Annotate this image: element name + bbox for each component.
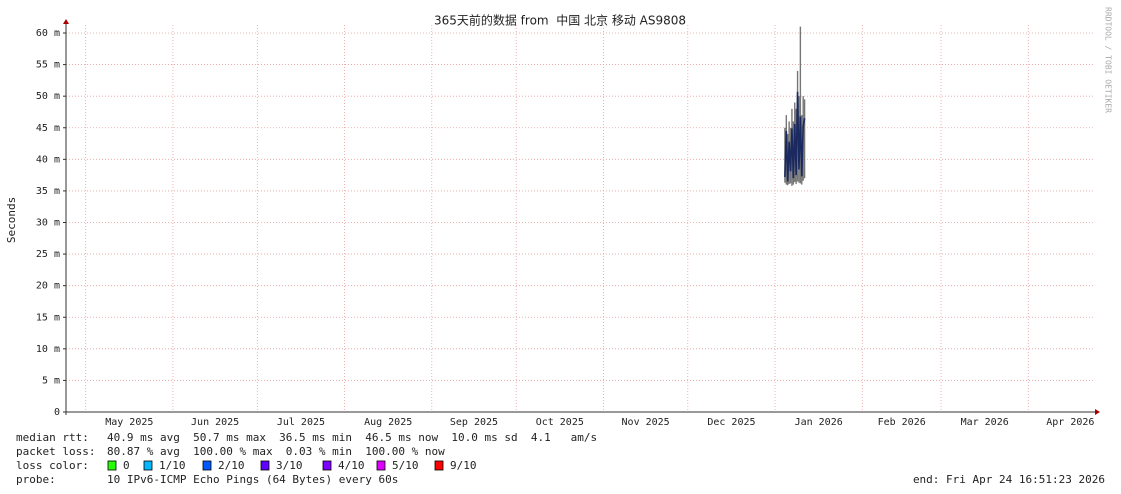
- x-tick-label: Mar 2026: [961, 417, 1009, 428]
- legend-entry: 0: [123, 459, 130, 472]
- legend-label: loss color:: [16, 459, 89, 472]
- legend-text: 10 IPv6-ICMP Echo Pings (64 Bytes) every…: [107, 473, 398, 486]
- y-tick-label: 30 m: [36, 218, 60, 229]
- legend-entry: 9/10: [450, 459, 477, 472]
- x-tick-label: Jan 2026: [795, 417, 843, 428]
- x-tick-label: Dec 2025: [707, 417, 755, 428]
- chart-title: 365天前的数据 from 中国 北京 移动 AS9808: [434, 13, 686, 28]
- legend-text: 80.87 % avg 100.00 % max 0.03 % min 100.…: [107, 445, 445, 458]
- x-tick-label: Nov 2025: [622, 417, 670, 428]
- legend-entry: 1/10: [159, 459, 186, 472]
- legend-swatch: [260, 460, 270, 471]
- legend-swatch: [322, 460, 332, 471]
- x-tick-label: Feb 2026: [878, 417, 926, 428]
- axis-arrow: [63, 19, 69, 24]
- y-tick-label: 5 m: [42, 375, 60, 386]
- y-axis-label: Seconds: [5, 197, 18, 243]
- legend-label: probe:: [16, 473, 56, 486]
- legend-label: packet loss:: [16, 445, 95, 458]
- x-tick-label: Jul 2025: [277, 417, 325, 428]
- x-tick-label: Apr 2026: [1046, 417, 1094, 428]
- y-tick-label: 20 m: [36, 281, 60, 292]
- y-tick-label: 25 m: [36, 249, 60, 260]
- legend-entry: 5/10: [392, 459, 419, 472]
- y-tick-label: 35 m: [36, 186, 60, 197]
- legend-swatch: [376, 460, 386, 471]
- y-tick-label: 15 m: [36, 312, 60, 323]
- x-tick-label: Oct 2025: [536, 417, 584, 428]
- legend-entry: 2/10: [218, 459, 245, 472]
- x-tick-label: Aug 2025: [364, 417, 412, 428]
- axis-arrow: [1095, 409, 1100, 415]
- x-tick-label: Jun 2025: [191, 417, 239, 428]
- legend-text: 40.9 ms avg 50.7 ms max 36.5 ms min 46.5…: [107, 431, 597, 444]
- legend-swatch: [434, 460, 444, 471]
- median-line: [784, 91, 806, 182]
- y-tick-label: 40 m: [36, 154, 60, 165]
- x-tick-label: May 2025: [105, 417, 153, 428]
- y-tick-label: 50 m: [36, 91, 60, 102]
- y-tick-label: 0: [54, 407, 60, 418]
- legend-entry: 4/10: [338, 459, 365, 472]
- y-tick-label: 45 m: [36, 123, 60, 134]
- y-tick-label: 10 m: [36, 344, 60, 355]
- legend-label: median rtt:: [16, 431, 89, 444]
- end-time: end: Fri Apr 24 16:51:23 2026: [913, 473, 1105, 486]
- legend-entry: 3/10: [276, 459, 303, 472]
- x-tick-label: Sep 2025: [450, 417, 498, 428]
- watermark: RRDTOOL / TOBI OETIKER: [1104, 7, 1113, 113]
- y-tick-label: 60 m: [36, 28, 60, 39]
- legend-swatch: [143, 460, 153, 471]
- legend-swatch: [202, 460, 212, 471]
- y-tick-label: 55 m: [36, 60, 60, 71]
- legend-swatch: [107, 460, 117, 471]
